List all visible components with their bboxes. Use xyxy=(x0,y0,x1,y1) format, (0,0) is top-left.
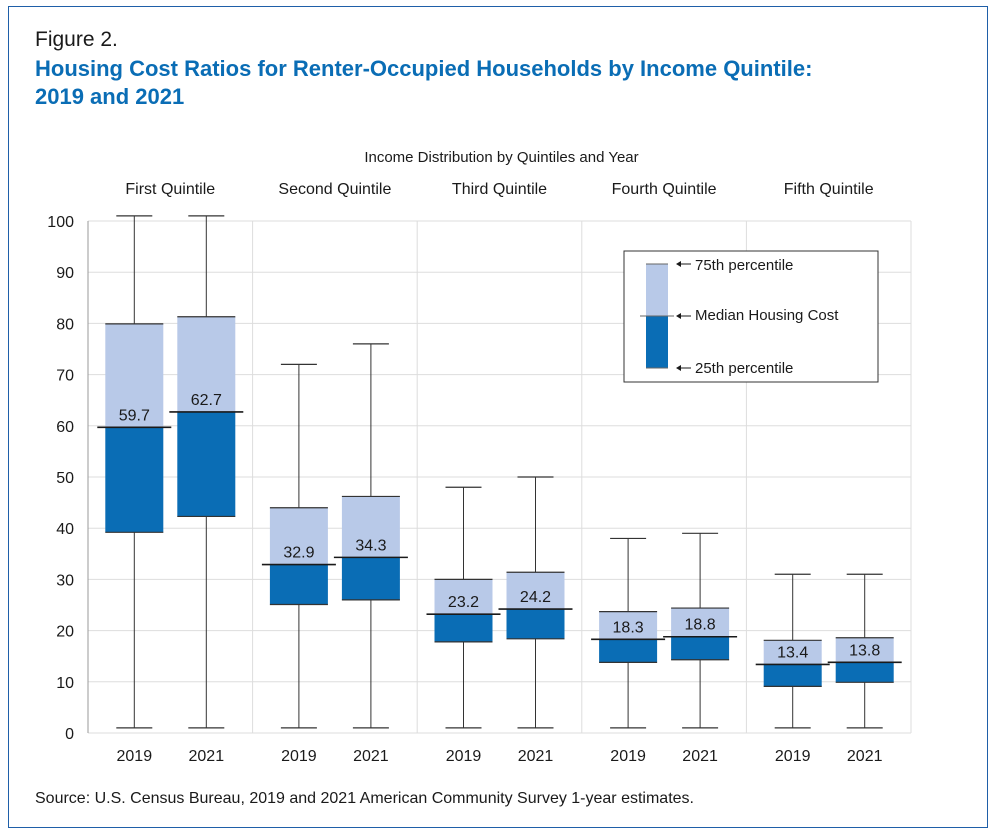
x-tick-label: 2021 xyxy=(682,748,718,765)
box-upper xyxy=(506,572,565,610)
y-tick-label: 30 xyxy=(56,572,74,589)
box-lower xyxy=(434,614,493,642)
y-tick-label: 0 xyxy=(65,726,74,743)
group-label: First Quintile xyxy=(125,181,215,198)
median-value-label: 18.3 xyxy=(613,619,644,636)
box-lower xyxy=(105,427,164,533)
y-tick-label: 60 xyxy=(56,419,74,436)
group-label: Fifth Quintile xyxy=(784,181,874,198)
box-lower xyxy=(763,664,822,687)
x-tick-label: 2021 xyxy=(847,748,883,765)
box-upper xyxy=(599,611,658,640)
legend-median-label: Median Housing Cost xyxy=(695,307,839,324)
y-tick-label: 40 xyxy=(56,521,74,538)
box-lower xyxy=(341,557,400,600)
y-tick-label: 50 xyxy=(56,470,74,487)
box-upper xyxy=(835,637,894,663)
legend-p25-label: 25th percentile xyxy=(695,360,793,377)
x-tick-label: 2021 xyxy=(189,748,225,765)
x-tick-label: 2019 xyxy=(610,748,646,765)
x-tick-label: 2019 xyxy=(775,748,811,765)
box-lower xyxy=(835,662,894,683)
box-upper xyxy=(434,579,493,615)
y-tick-label: 80 xyxy=(56,316,74,333)
y-tick-label: 70 xyxy=(56,368,74,385)
source-note: Source: U.S. Census Bureau, 2019 and 202… xyxy=(35,790,694,807)
box-lower xyxy=(177,411,236,517)
legend-median-arrow-head xyxy=(676,313,681,319)
top-axis-label: Income Distribution by Quintiles and Yea… xyxy=(364,149,638,166)
y-tick-label: 10 xyxy=(56,675,74,692)
median-value-label: 59.7 xyxy=(119,407,150,424)
legend-swatch-lower xyxy=(646,316,668,368)
median-value-label: 34.3 xyxy=(355,537,386,554)
median-value-label: 24.2 xyxy=(520,589,551,606)
box-upper xyxy=(269,507,328,565)
figure-label: Figure 2. xyxy=(35,28,118,51)
legend-p75-arrow-head xyxy=(676,261,681,267)
box-lower xyxy=(599,639,658,663)
box-upper xyxy=(671,608,730,637)
median-value-label: 13.8 xyxy=(849,642,880,659)
y-tick-label: 20 xyxy=(56,624,74,641)
group-label: Second Quintile xyxy=(278,181,391,198)
box-upper xyxy=(763,640,822,665)
median-value-label: 32.9 xyxy=(283,545,314,562)
box-upper xyxy=(341,496,400,558)
y-tick-label: 100 xyxy=(47,214,74,231)
group-label: Fourth Quintile xyxy=(612,181,717,198)
box-upper xyxy=(177,316,236,412)
median-value-label: 62.7 xyxy=(191,392,222,409)
box-lower xyxy=(269,564,328,605)
box-upper xyxy=(105,323,164,428)
x-tick-label: 2019 xyxy=(446,748,482,765)
median-value-label: 13.4 xyxy=(777,644,808,661)
median-value-label: 23.2 xyxy=(448,594,479,611)
x-tick-label: 2021 xyxy=(518,748,554,765)
box-lower xyxy=(671,636,730,660)
x-tick-label: 2019 xyxy=(281,748,317,765)
chart-title-line2: 2019 and 2021 xyxy=(35,84,185,109)
x-tick-label: 2019 xyxy=(117,748,153,765)
box-lower xyxy=(506,609,565,639)
legend-swatch-upper xyxy=(646,264,668,316)
group-label: Third Quintile xyxy=(452,181,547,198)
legend-p75-label: 75th percentile xyxy=(695,257,793,274)
median-value-label: 18.8 xyxy=(685,617,716,634)
y-tick-label: 90 xyxy=(56,265,74,282)
chart-title-line1: Housing Cost Ratios for Renter-Occupied … xyxy=(35,56,813,81)
legend-p25-arrow-head xyxy=(676,365,681,371)
x-tick-label: 2021 xyxy=(353,748,389,765)
chart-title: Housing Cost Ratios for Renter-Occupied … xyxy=(35,55,935,111)
